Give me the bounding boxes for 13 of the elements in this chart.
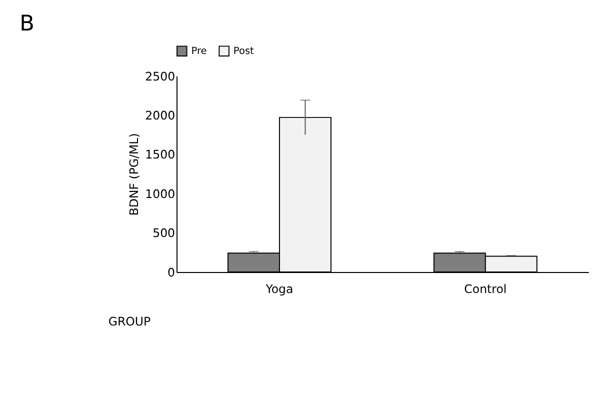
y-axis-title: BDNF (PG/ML) xyxy=(127,133,142,216)
x-tick-label: Yoga xyxy=(264,282,294,296)
x-tick-label: Control xyxy=(464,282,507,296)
y-tick-label: 1500 xyxy=(145,148,176,162)
legend-label: Post xyxy=(233,46,254,58)
y-tick-label: 0 xyxy=(168,265,176,280)
x-axis-title: GROUP xyxy=(108,314,151,328)
y-tick-label: 2000 xyxy=(145,108,176,122)
chart-title: B xyxy=(20,12,34,37)
y-tick-label: 1000 xyxy=(145,186,176,201)
y-tick-label: 2500 xyxy=(145,69,176,84)
y-tick-label: 500 xyxy=(152,226,176,240)
legend-label: Pre xyxy=(191,46,207,58)
